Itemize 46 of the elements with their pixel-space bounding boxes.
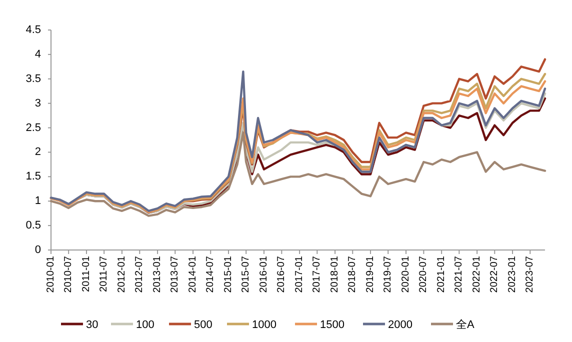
x-tick-label: 2020-07 <box>418 256 430 293</box>
x-tick-label: 2018-07 <box>347 256 358 293</box>
y-tick-label: 1.5 <box>26 170 41 183</box>
x-tick-label: 2013-07 <box>170 256 181 293</box>
y-tick-label: 3.5 <box>26 72 41 85</box>
x-tick-label: 2017-01 <box>294 256 306 293</box>
legend-label: 100 <box>136 318 154 331</box>
x-tick-label: 2018-01 <box>330 256 341 293</box>
x-tick-label: 2019-01 <box>365 256 376 293</box>
y-tick-label: 2.5 <box>26 122 41 134</box>
x-tick-label: 2022-01 <box>472 256 483 293</box>
y-tick-label: 0 <box>34 244 41 256</box>
x-tick-label: 2020-01 <box>400 256 412 293</box>
x-tick-label: 2010-07 <box>63 256 74 293</box>
x-tick-label: 2021-01 <box>436 256 448 293</box>
x-tick-label: 2019-07 <box>382 256 394 293</box>
x-tick-label: 2021-07 <box>454 256 465 293</box>
x-tick-label: 2017-07 <box>312 256 323 293</box>
y-tick-label: 4.5 <box>26 24 41 36</box>
x-tick-label: 2016-07 <box>276 256 288 293</box>
y-tick-label: 2 <box>34 146 41 158</box>
x-tick-label: 2022-07 <box>489 256 500 293</box>
y-tick-label: 1 <box>34 195 41 208</box>
x-tick-label: 2011-07 <box>98 256 110 292</box>
x-tick-label: 2014-07 <box>205 256 216 293</box>
line-series <box>50 132 546 217</box>
legend-label: 30 <box>86 318 98 331</box>
legend-label: 1000 <box>252 318 276 331</box>
legend-label: 1500 <box>320 318 344 331</box>
x-tick-label: 2013-01 <box>152 256 164 293</box>
x-tick-label: 2023-07 <box>524 256 536 293</box>
x-tick-label: 2015-07 <box>240 256 252 293</box>
x-tick-label: 2012-01 <box>116 256 128 293</box>
x-tick-label: 2016-01 <box>258 256 270 293</box>
x-tick-label: 2014-01 <box>188 256 199 293</box>
x-tick-label: 2012-07 <box>134 256 146 293</box>
x-tick-label: 2015-01 <box>223 256 234 293</box>
y-tick-label: 3 <box>34 97 41 110</box>
x-tick-label: 2010-01 <box>46 256 56 293</box>
legend-label: 2000 <box>388 318 412 331</box>
legend-label: 全A <box>456 318 475 331</box>
x-tick-label: 2011-01 <box>80 256 92 292</box>
x-tick-label: 2023-01 <box>507 256 518 293</box>
y-tick-label: 4 <box>34 48 41 60</box>
legend-label: 500 <box>194 318 212 331</box>
y-tick-label: 0.5 <box>26 220 41 232</box>
